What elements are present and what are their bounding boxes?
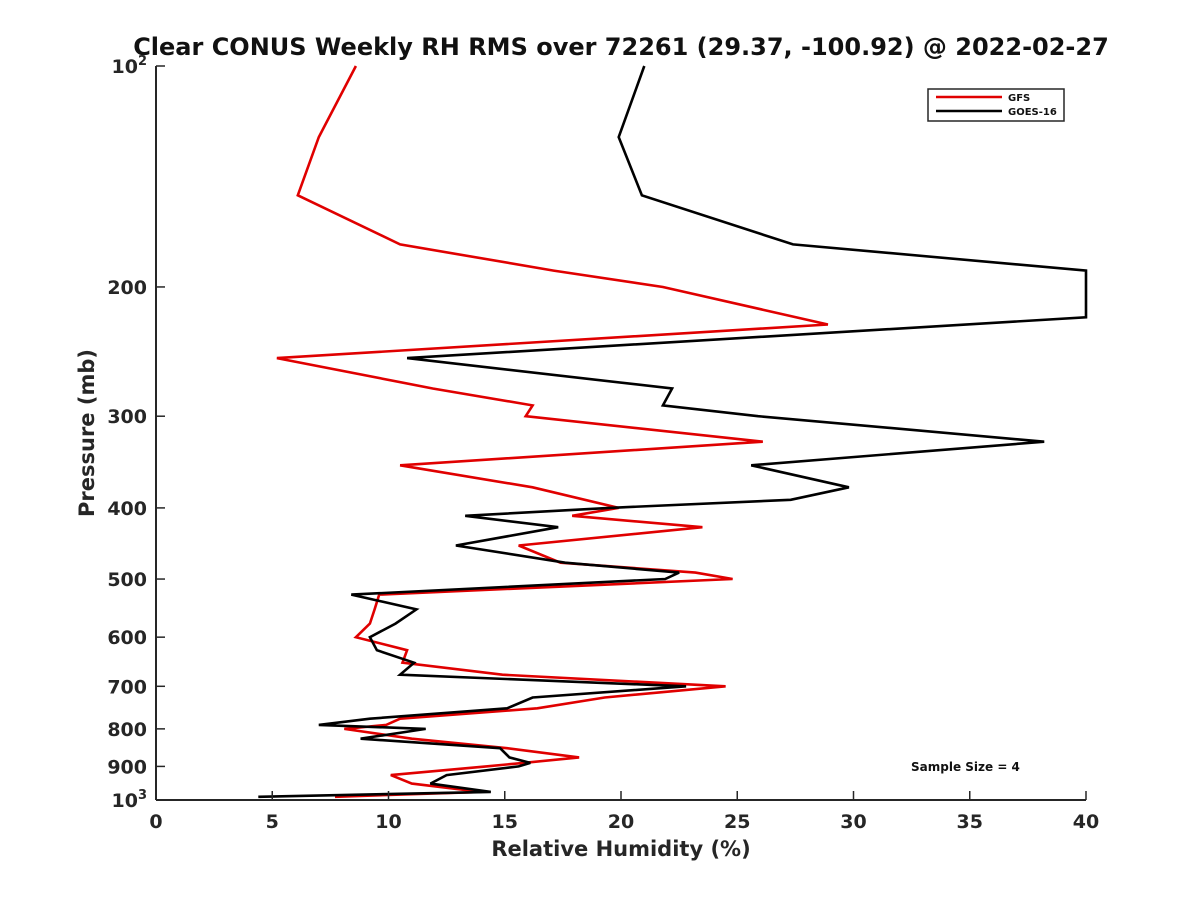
y-ticks: 102 200 300 400 500 600 700 800 900 103 — [107, 54, 165, 812]
x-tick-label: 5 — [266, 811, 279, 833]
y-axis-label: Pressure (mb) — [75, 349, 99, 517]
x-tick-label: 25 — [724, 811, 750, 833]
x-tick-label: 15 — [492, 811, 518, 833]
x-tick-label: 20 — [608, 811, 634, 833]
y-tick-label: 500 — [107, 569, 147, 591]
series-layer — [258, 65, 1088, 799]
x-tick-label: 30 — [840, 811, 866, 833]
y-tick-label: 102 — [112, 54, 148, 78]
x-ticks: 0 5 10 15 20 25 30 35 40 — [149, 791, 1099, 833]
y-tick-label: 400 — [107, 498, 147, 520]
x-tick-label: 0 — [149, 811, 162, 833]
y-tick-label: 200 — [107, 277, 147, 299]
y-tick-label: 600 — [107, 627, 147, 649]
sample-size-annotation: Sample Size = 4 — [911, 760, 1020, 774]
x-tick-label: 40 — [1073, 811, 1099, 833]
legend-label-goes-16: GOES-16 — [1008, 107, 1057, 118]
y-tick-label: 900 — [107, 756, 147, 778]
series-line-gfs — [276, 65, 829, 799]
legend-label-gfs: GFS — [1008, 93, 1030, 104]
legend-box — [927, 88, 1065, 122]
x-tick-label: 10 — [375, 811, 401, 833]
chart-title: Clear CONUS Weekly RH RMS over 72261 (29… — [133, 33, 1109, 61]
x-tick-label: 35 — [957, 811, 983, 833]
x-axis-label: Relative Humidity (%) — [491, 837, 750, 861]
y-tick-label: 300 — [107, 406, 147, 428]
y-tick-label: 700 — [107, 676, 147, 698]
series-line-goes-16 — [258, 65, 1088, 799]
y-tick-label: 800 — [107, 719, 147, 741]
y-tick-label: 103 — [112, 788, 148, 812]
legend: GFS GOES-16 — [927, 88, 1065, 122]
